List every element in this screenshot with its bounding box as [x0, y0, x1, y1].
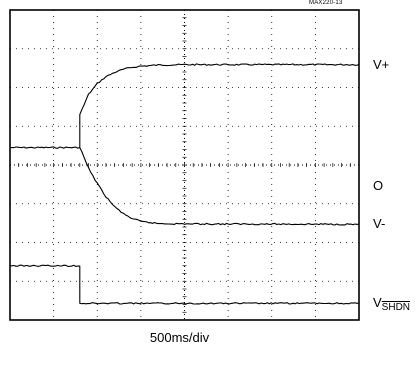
trace-vshdn [10, 264, 360, 305]
trace-negative [79, 147, 360, 226]
channel-label-zero: O [373, 178, 383, 193]
channel-label-vplus-text: V+ [373, 57, 390, 73]
channel-label-vminus-text: V- [373, 216, 386, 232]
channel-label-vshdn-text: V [373, 295, 382, 311]
channel-label-vshdn: VSHDN [373, 295, 411, 314]
figure-id: MAX220-13 [309, 0, 343, 6]
traces [9, 63, 360, 305]
channel-label-zero-text: O [373, 177, 384, 193]
trace-supply [9, 63, 360, 149]
plot-frame [9, 9, 360, 321]
time-division-label: 500ms/div [149, 330, 210, 345]
channel-label-vshdn-subscript: SHDN [381, 302, 411, 314]
channel-label-vplus: V+ [373, 57, 389, 72]
graticule [10, 10, 359, 320]
channel-label-vminus: V- [373, 216, 385, 231]
